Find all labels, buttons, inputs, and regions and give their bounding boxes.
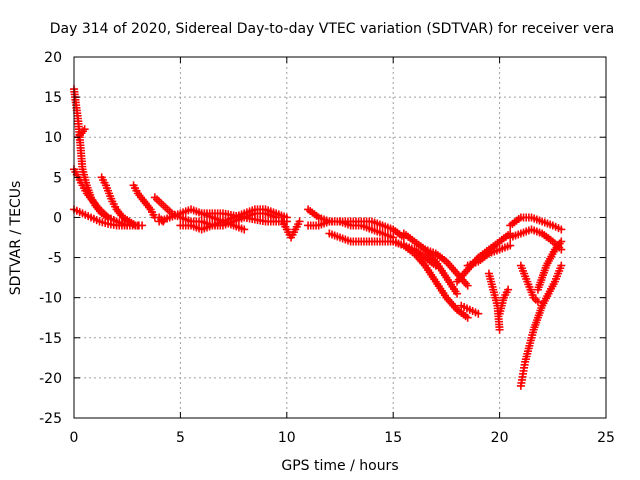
series-track-23	[506, 213, 566, 234]
y-tick-label: 15	[44, 90, 62, 106]
series-track-4	[97, 173, 147, 230]
data-point	[123, 221, 132, 230]
y-axis-label: SDTVAR / TECUs	[8, 181, 24, 296]
y-tick-label: 20	[44, 50, 62, 66]
series-track-11	[278, 217, 304, 242]
series-track-22	[495, 285, 513, 318]
y-tick-label: 10	[44, 130, 62, 146]
data-point	[557, 237, 566, 246]
x-tick-label: 25	[597, 430, 615, 446]
series-track-20	[457, 301, 483, 318]
series-track-19	[463, 241, 515, 270]
x-tick-label: 0	[70, 430, 79, 446]
x-tick-label: 5	[176, 430, 185, 446]
data-point	[557, 261, 566, 270]
y-tick-labels: -25 -20 -15 -10 -5 0 5 10 15 20	[39, 50, 62, 427]
y-tick-label: -20	[39, 371, 62, 387]
series-track-5	[129, 181, 168, 226]
data-point	[463, 313, 472, 322]
series-track-21	[484, 269, 504, 334]
series-track-3	[74, 125, 89, 142]
plot-frame	[73, 56, 607, 419]
series-track-15	[389, 237, 472, 322]
y-tick-label: 5	[53, 170, 62, 186]
data-point	[463, 281, 472, 290]
data-point	[80, 125, 89, 134]
data-point	[533, 297, 542, 306]
y-tick-label: -15	[39, 331, 62, 347]
x-tick-labels: 0 5 10 15 20 25	[70, 430, 615, 446]
y-tick-label: -5	[48, 251, 62, 267]
data-point	[557, 225, 566, 234]
series-track-10	[197, 209, 291, 226]
axis-ticks	[73, 56, 607, 419]
data-point	[495, 325, 504, 334]
data-point	[240, 225, 249, 234]
chart-title: Day 314 of 2020, Sidereal Day-to-day VTE…	[50, 21, 614, 37]
x-axis-label: GPS time / hours	[281, 458, 398, 474]
data-point	[295, 217, 304, 226]
x-tick-label: 15	[384, 430, 402, 446]
data-point	[453, 289, 462, 298]
y-tick-label: -10	[39, 291, 62, 307]
x-tick-label: 20	[491, 430, 509, 446]
series-track-26	[516, 261, 542, 306]
y-tick-label: -25	[39, 411, 62, 427]
data-points	[70, 85, 566, 390]
data-point	[138, 221, 147, 230]
series-track-25	[516, 261, 566, 390]
x-tick-label: 10	[278, 430, 296, 446]
series-track-27	[533, 237, 566, 294]
y-tick-label: 0	[53, 210, 62, 226]
data-point	[474, 309, 483, 318]
grid	[74, 57, 606, 418]
data-point	[506, 241, 515, 250]
data-point	[504, 285, 513, 294]
